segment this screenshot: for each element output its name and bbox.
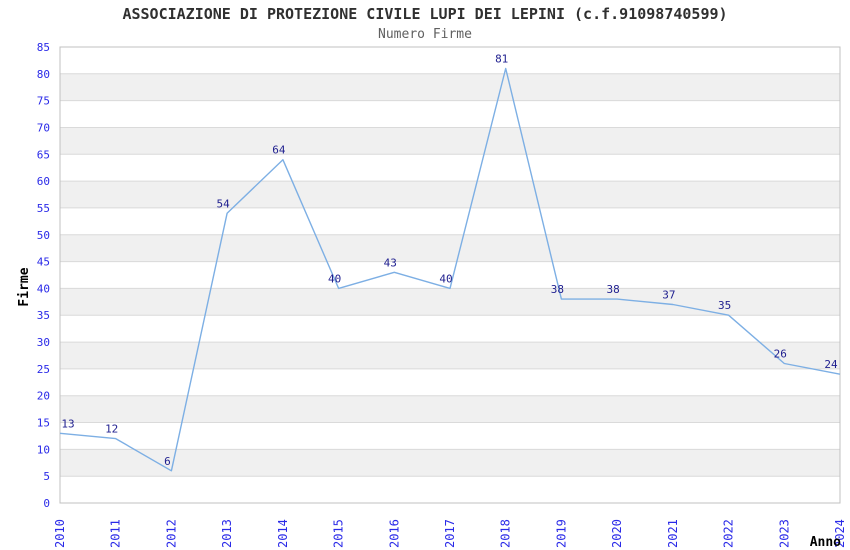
svg-text:2017: 2017 xyxy=(443,519,457,548)
svg-text:64: 64 xyxy=(272,144,286,157)
svg-text:2016: 2016 xyxy=(387,519,401,548)
svg-text:2013: 2013 xyxy=(220,519,234,548)
svg-text:15: 15 xyxy=(37,417,50,430)
svg-text:2021: 2021 xyxy=(666,519,680,548)
y-axis-title: Firme xyxy=(17,267,32,306)
svg-text:26: 26 xyxy=(774,348,787,361)
svg-text:60: 60 xyxy=(37,175,50,188)
svg-text:80: 80 xyxy=(37,68,50,81)
svg-text:38: 38 xyxy=(606,283,619,296)
chart-subtitle: Numero Firme xyxy=(378,27,472,42)
svg-text:35: 35 xyxy=(718,299,731,312)
svg-text:2014: 2014 xyxy=(276,519,290,548)
svg-text:85: 85 xyxy=(37,41,50,54)
y-tick-labels: 0 5 10 15 20 25 30 35 40 45 50 55 60 65 70 75 80 85 xyxy=(37,41,50,510)
svg-text:10: 10 xyxy=(37,443,50,456)
svg-text:37: 37 xyxy=(662,289,675,302)
svg-text:2022: 2022 xyxy=(722,519,736,548)
svg-text:43: 43 xyxy=(384,256,397,269)
svg-text:30: 30 xyxy=(37,336,50,349)
svg-text:2019: 2019 xyxy=(554,519,568,548)
svg-text:12: 12 xyxy=(105,423,118,436)
svg-text:2011: 2011 xyxy=(109,519,123,548)
svg-text:55: 55 xyxy=(37,202,50,215)
series-line xyxy=(59,67,841,472)
x-tick-labels: 2010 2011 2012 2013 2014 2015 2016 2017 2018 2019… xyxy=(53,519,847,548)
plot-bands xyxy=(60,73,840,477)
svg-text:2018: 2018 xyxy=(499,519,513,548)
svg-text:35: 35 xyxy=(37,309,50,322)
svg-text:70: 70 xyxy=(37,122,50,135)
chart-title: ASSOCIAZIONE DI PROTEZIONE CIVILE LUPI D… xyxy=(122,5,728,23)
svg-text:25: 25 xyxy=(37,363,50,376)
plot-border xyxy=(59,46,841,504)
svg-text:65: 65 xyxy=(37,148,50,161)
point-labels: 13 12 6 54 64 40 43 40 81 38 38 37 35 26 24 xyxy=(61,53,838,468)
svg-text:2010: 2010 xyxy=(53,519,67,548)
x-axis-title: Anno xyxy=(810,535,841,550)
svg-text:40: 40 xyxy=(439,272,452,285)
svg-text:5: 5 xyxy=(43,470,50,483)
svg-text:50: 50 xyxy=(37,229,50,242)
svg-text:2024: 2024 xyxy=(833,519,847,548)
svg-text:81: 81 xyxy=(495,53,508,66)
svg-text:2012: 2012 xyxy=(164,519,178,548)
svg-text:40: 40 xyxy=(328,272,341,285)
svg-text:75: 75 xyxy=(37,95,50,108)
svg-text:2015: 2015 xyxy=(332,519,346,548)
svg-text:45: 45 xyxy=(37,256,50,269)
svg-text:20: 20 xyxy=(37,390,50,403)
svg-text:2020: 2020 xyxy=(610,519,624,548)
svg-text:13: 13 xyxy=(61,417,74,430)
svg-text:2023: 2023 xyxy=(777,519,791,548)
svg-text:54: 54 xyxy=(216,197,230,210)
svg-text:6: 6 xyxy=(164,455,171,468)
svg-text:0: 0 xyxy=(43,497,50,510)
gridlines xyxy=(60,73,840,477)
svg-text:40: 40 xyxy=(37,282,50,295)
svg-text:24: 24 xyxy=(824,358,838,371)
svg-text:38: 38 xyxy=(551,283,564,296)
